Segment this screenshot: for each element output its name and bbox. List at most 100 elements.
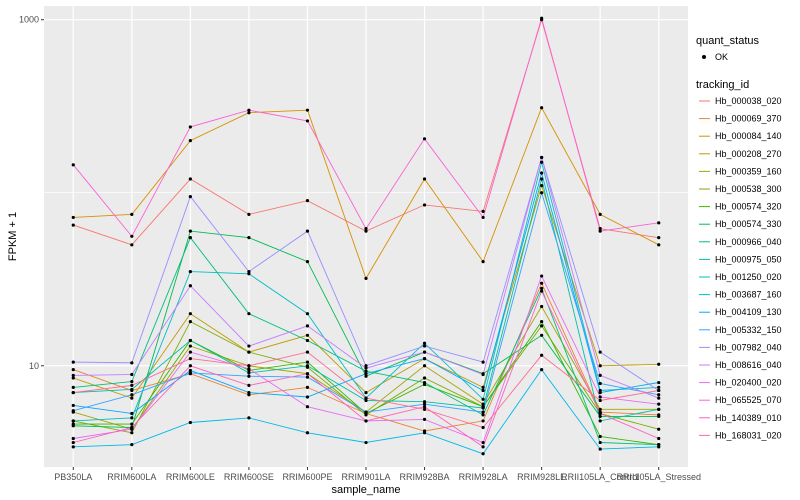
legend-label-Hb_168031_020: Hb_168031_020: [715, 430, 782, 440]
data-point-Hb_003687_160: [130, 443, 134, 447]
data-point-Hb_005332_150: [305, 375, 310, 379]
data-point-Hb_000966_040: [130, 380, 134, 384]
x-tick-label: RRIM928BA: [400, 472, 450, 482]
data-point-Hb_000359_160: [422, 364, 427, 368]
data-point-Hb_140389_010: [540, 289, 544, 293]
data-point-Hb_140389_010: [130, 425, 134, 430]
data-point-Hb_005332_150: [71, 409, 75, 413]
data-point-Hb_000975_050: [130, 387, 134, 392]
data-point-Hb_007982_040: [188, 194, 192, 199]
x-tick-label: RRIM600LA: [107, 472, 156, 482]
data-point-Hb_001250_020: [305, 312, 310, 316]
data-point-Hb_000538_300: [657, 427, 661, 431]
data-point-Hb_000069_370: [481, 419, 485, 423]
data-point-Hb_140389_010: [188, 364, 192, 368]
data-point-Hb_000538_300: [247, 350, 251, 354]
data-point-Hb_000975_050: [247, 371, 251, 375]
legend-quant-label: OK: [715, 52, 728, 62]
data-point-Hb_000975_050: [481, 406, 485, 410]
x-tick-label: RRIM600SE: [224, 472, 274, 482]
data-point-Hb_020400_020: [71, 436, 75, 441]
data-point-Hb_140389_010: [598, 411, 602, 416]
data-point-Hb_003687_160: [305, 431, 310, 435]
data-point-Hb_008616_040: [598, 373, 602, 377]
data-point-Hb_168031_020: [657, 388, 661, 393]
legend-label-Hb_140389_010: Hb_140389_010: [715, 413, 782, 423]
data-point-Hb_000069_370: [71, 368, 75, 372]
data-point-Hb_140389_010: [364, 419, 368, 423]
data-point-Hb_000084_140: [657, 243, 661, 247]
legend-label-Hb_005332_150: Hb_005332_150: [715, 325, 782, 335]
data-point-Hb_000574_330: [305, 259, 310, 264]
legend-tracking-id: tracking_id Hb_000038_020 Hb_000069_370 Hb…: [696, 79, 782, 440]
data-point-Hb_000208_270: [188, 312, 192, 316]
data-point-Hb_003687_160: [481, 452, 485, 456]
data-point-Hb_000966_040: [305, 338, 310, 343]
data-point-Hb_008616_040: [657, 396, 661, 400]
data-point-Hb_003687_160: [364, 440, 368, 445]
data-point-Hb_000538_300: [422, 376, 427, 380]
data-point-Hb_007982_040: [130, 361, 134, 365]
legend-label-Hb_000038_020: Hb_000038_020: [715, 96, 782, 106]
data-point-Hb_000966_040: [422, 380, 427, 385]
data-point-Hb_065525_070: [598, 229, 602, 233]
legend-quant-key: [702, 55, 706, 59]
data-point-Hb_000208_270: [364, 390, 368, 395]
data-point-Hb_000574_320: [305, 360, 310, 364]
data-point-Hb_065525_070: [364, 227, 368, 231]
legend-label-Hb_000574_330: Hb_000574_330: [715, 219, 782, 229]
data-point-Hb_020400_020: [422, 417, 427, 421]
legend-label-Hb_000966_040: Hb_000966_040: [715, 237, 782, 247]
x-tick-label: RRIM928LE: [517, 472, 566, 482]
data-point-Hb_008616_040: [71, 373, 75, 377]
data-point-Hb_008616_040: [540, 155, 544, 160]
legend-quant-title: quant_status: [696, 35, 759, 47]
data-point-Hb_000975_050: [598, 419, 602, 423]
data-point-Hb_065525_070: [247, 108, 251, 112]
legend-label-Hb_000084_140: Hb_000084_140: [715, 131, 782, 141]
data-point-Hb_168031_020: [540, 353, 544, 357]
data-point-Hb_008616_040: [305, 324, 310, 328]
data-point-Hb_004109_130: [481, 388, 485, 393]
legend-label-Hb_004109_130: Hb_004109_130: [715, 307, 782, 317]
x-tick-label: RRII105LA_Control: [561, 472, 639, 482]
series-points: [71, 16, 661, 456]
data-point-Hb_005332_150: [598, 381, 602, 386]
data-point-Hb_000538_300: [188, 319, 192, 324]
data-point-Hb_020400_020: [598, 395, 602, 399]
data-point-Hb_000574_320: [598, 434, 602, 439]
data-point-Hb_001250_020: [130, 416, 134, 420]
data-point-Hb_000966_040: [540, 286, 544, 290]
data-point-Hb_004109_130: [247, 390, 251, 395]
data-point-Hb_065525_070: [481, 215, 485, 220]
data-point-Hb_003687_160: [188, 420, 192, 425]
data-point-Hb_000574_330: [71, 424, 75, 428]
data-point-Hb_000538_300: [130, 431, 134, 435]
data-point-Hb_001250_020: [188, 270, 192, 274]
data-point-Hb_065525_070: [422, 137, 427, 141]
data-point-Hb_000038_020: [305, 199, 310, 203]
data-point-Hb_000574_330: [364, 374, 368, 378]
data-point-Hb_000574_330: [598, 414, 602, 418]
legend-label-Hb_000208_270: Hb_000208_270: [715, 149, 782, 159]
x-axis-title: sample_name: [331, 484, 400, 496]
data-point-Hb_000069_370: [305, 385, 310, 389]
data-point-Hb_000038_020: [364, 229, 368, 233]
data-point-Hb_000574_330: [247, 236, 251, 240]
data-point-Hb_168031_020: [364, 396, 368, 400]
data-point-Hb_000574_330: [188, 229, 192, 233]
data-point-Hb_005332_150: [364, 410, 368, 414]
data-point-Hb_000574_330: [540, 333, 544, 337]
data-point-Hb_000359_160: [598, 407, 602, 411]
data-point-Hb_000538_300: [540, 324, 544, 328]
data-point-Hb_000208_270: [540, 183, 544, 188]
data-point-Hb_004109_130: [305, 395, 310, 399]
data-point-Hb_001250_020: [540, 160, 544, 164]
data-point-Hb_000975_050: [422, 400, 427, 404]
data-point-Hb_000208_270: [481, 385, 485, 389]
data-point-Hb_168031_020: [130, 383, 134, 388]
data-point-Hb_000574_330: [657, 414, 661, 418]
data-point-Hb_007982_040: [71, 360, 75, 364]
data-point-Hb_000208_270: [71, 376, 75, 380]
data-point-Hb_020400_020: [247, 367, 251, 371]
